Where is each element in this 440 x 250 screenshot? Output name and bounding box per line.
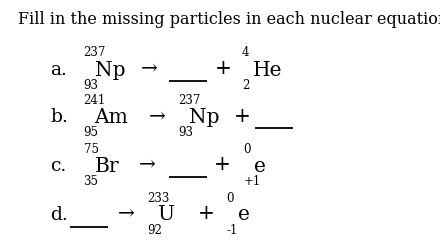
Text: →: → [139,156,155,174]
Text: 0: 0 [243,143,251,156]
Text: Fill in the missing particles in each nuclear equation.: Fill in the missing particles in each nu… [18,11,440,28]
Text: d.: d. [51,206,68,224]
Text: 237: 237 [178,94,201,107]
Text: →: → [149,107,165,126]
Text: +1: +1 [243,175,260,188]
Text: 241: 241 [84,94,106,107]
Text: He: He [253,60,282,80]
Text: +: + [215,59,232,78]
Text: Np: Np [189,108,220,127]
Text: 2: 2 [242,79,249,92]
Text: 233: 233 [147,192,170,204]
Text: 237: 237 [84,46,106,60]
Text: c.: c. [51,157,67,175]
Text: 4: 4 [242,46,249,60]
Text: 95: 95 [84,126,99,140]
Text: U: U [158,206,176,225]
Text: 93: 93 [178,126,193,140]
Text: →: → [141,59,158,78]
Text: Np: Np [95,60,125,80]
Text: e: e [238,206,249,225]
Text: +: + [234,107,250,126]
Text: 92: 92 [147,224,162,237]
Text: b.: b. [51,108,69,126]
Text: 0: 0 [227,192,234,204]
Text: +: + [214,156,231,174]
Text: 93: 93 [84,79,99,92]
Text: a.: a. [51,61,67,79]
Text: -1: -1 [227,224,238,237]
Text: +: + [198,204,215,223]
Text: 35: 35 [84,175,99,188]
Text: Br: Br [95,157,119,176]
Text: Am: Am [95,108,128,127]
Text: e: e [254,157,266,176]
Text: 75: 75 [84,143,99,156]
Text: →: → [118,204,135,223]
